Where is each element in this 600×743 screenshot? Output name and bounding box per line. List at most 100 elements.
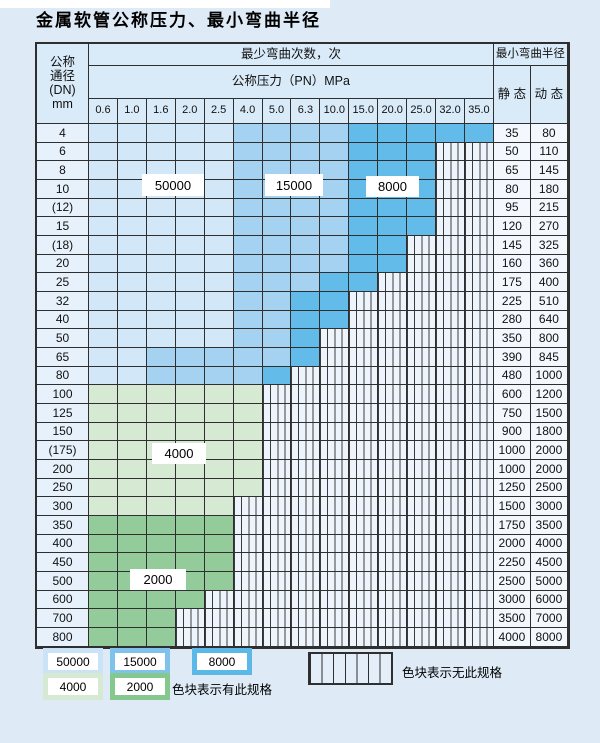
- dynamic-radius-value: 80: [530, 124, 568, 143]
- pressure-cell-spec: [233, 161, 263, 181]
- dn-label: 200: [37, 460, 89, 479]
- pressure-cell-nospec: [464, 516, 494, 535]
- pressure-tick: 35.0: [464, 99, 494, 124]
- pressure-cell-nospec: [464, 460, 494, 479]
- dn-label: (18): [37, 236, 89, 255]
- legend-no-spec-text: 色块表示无此规格: [402, 666, 503, 680]
- pressure-cell-spec: [89, 628, 118, 647]
- pressure-cell-nospec: [291, 385, 321, 405]
- pressure-cell-nospec: [436, 441, 465, 461]
- pressure-cell-nospec: [320, 497, 350, 517]
- pressure-cell-spec: [464, 124, 494, 143]
- dynamic-radius-value: 1500: [530, 404, 568, 423]
- static-radius-value: 390: [493, 348, 531, 367]
- pressure-cell-spec: [262, 310, 292, 330]
- pressure-cell-spec: [89, 217, 118, 237]
- pressure-cell-spec: [233, 198, 263, 218]
- pressure-cell-spec: [320, 217, 350, 237]
- pressure-cell-spec: [378, 198, 408, 218]
- pressure-cell-spec: [407, 217, 437, 237]
- pressure-cell-spec: [146, 385, 176, 405]
- pressure-cell-nospec: [378, 310, 408, 330]
- pressure-cell-spec: [175, 478, 205, 498]
- pressure-cell-nospec: [407, 553, 437, 573]
- page-title: 金属软管公称压力、最小弯曲半径: [36, 11, 321, 31]
- pressure-cell-spec: [204, 273, 234, 293]
- header-dn-line4: mm: [52, 97, 73, 112]
- pressure-cell-spec: [291, 254, 321, 274]
- pressure-cell-nospec: [262, 534, 292, 554]
- table-grid: 公称 通径 (DN) mm 最少弯曲次数，次 最小弯曲半径 公称压力（PN）MP…: [37, 44, 568, 647]
- header-dynamic: 动 态: [530, 66, 568, 124]
- pressure-cell-nospec: [436, 572, 465, 591]
- pressure-cell-nospec: [175, 628, 205, 647]
- pressure-cell-spec: [117, 142, 147, 162]
- pressure-cell-nospec: [349, 553, 379, 573]
- pressure-tick: 32.0: [436, 99, 465, 124]
- pressure-cell-nospec: [436, 609, 465, 629]
- pressure-cell-spec: [204, 385, 234, 405]
- pressure-cell-spec: [291, 124, 321, 143]
- pressure-cell-spec: [117, 124, 147, 143]
- pressure-cell-spec: [146, 217, 176, 237]
- dn-label: 15: [37, 217, 89, 237]
- pressure-cell-spec: [349, 142, 379, 162]
- static-radius-value: 1500: [493, 497, 531, 517]
- pressure-cell-nospec: [262, 497, 292, 517]
- pressure-cell-spec: [349, 217, 379, 237]
- pressure-cell-spec: [320, 273, 350, 293]
- pressure-cell-nospec: [320, 404, 350, 423]
- pressure-cell-nospec: [378, 441, 408, 461]
- pressure-cell-nospec: [464, 553, 494, 573]
- pressure-cell-spec: [407, 161, 437, 181]
- static-radius-value: 350: [493, 329, 531, 349]
- pressure-cell-spec: [233, 124, 263, 143]
- static-radius-value: 1000: [493, 441, 531, 461]
- pressure-cell-spec: [89, 441, 118, 461]
- pressure-cell-nospec: [436, 366, 465, 386]
- pressure-cell-spec: [175, 497, 205, 517]
- pressure-cell-spec: [175, 348, 205, 367]
- pressure-cell-nospec: [349, 310, 379, 330]
- pressure-cell-nospec: [407, 516, 437, 535]
- dynamic-radius-value: 110: [530, 142, 568, 162]
- pressure-cell-nospec: [349, 460, 379, 479]
- pressure-cell-spec: [175, 366, 205, 386]
- pressure-cell-nospec: [349, 572, 379, 591]
- pressure-cell-nospec: [436, 217, 465, 237]
- pressure-cell-nospec: [407, 329, 437, 349]
- pressure-cell-spec: [291, 236, 321, 255]
- pressure-cell-spec: [89, 348, 118, 367]
- top-white-strip: [0, 0, 330, 8]
- dn-label: 800: [37, 628, 89, 647]
- pressure-cell-spec: [378, 142, 408, 162]
- pressure-cell-spec: [89, 273, 118, 293]
- pressure-cell-spec: [146, 329, 176, 349]
- header-dn-line3: (DN): [49, 83, 76, 97]
- pressure-cell-spec: [146, 142, 176, 162]
- pressure-cell-nospec: [320, 628, 350, 647]
- pressure-cell-nospec: [320, 553, 350, 573]
- dn-label: 25: [37, 273, 89, 293]
- dynamic-radius-value: 2000: [530, 441, 568, 461]
- pressure-cell-spec: [175, 516, 205, 535]
- dynamic-radius-value: 3500: [530, 516, 568, 535]
- pressure-cell-spec: [378, 236, 408, 255]
- pressure-cell-spec: [117, 292, 147, 311]
- pressure-cell-nospec: [464, 590, 494, 610]
- pressure-cell-spec: [175, 236, 205, 255]
- pressure-cell-spec: [349, 124, 379, 143]
- header-dn-line2: 通径: [49, 68, 75, 83]
- pressure-cell-nospec: [378, 385, 408, 405]
- dn-label: (12): [37, 198, 89, 218]
- pressure-cell-spec: [175, 217, 205, 237]
- pressure-cell-nospec: [320, 460, 350, 479]
- pressure-cell-nospec: [262, 460, 292, 479]
- pressure-cell-spec: [291, 292, 321, 311]
- pressure-cell-spec: [146, 198, 176, 218]
- pressure-cell-nospec: [349, 404, 379, 423]
- pressure-cell-nospec: [291, 609, 321, 629]
- pressure-cell-spec: [320, 198, 350, 218]
- hose-pressure-table: 公称 通径 (DN) mm 最少弯曲次数，次 最小弯曲半径 公称压力（PN）MP…: [35, 42, 570, 649]
- pressure-cell-spec: [204, 348, 234, 367]
